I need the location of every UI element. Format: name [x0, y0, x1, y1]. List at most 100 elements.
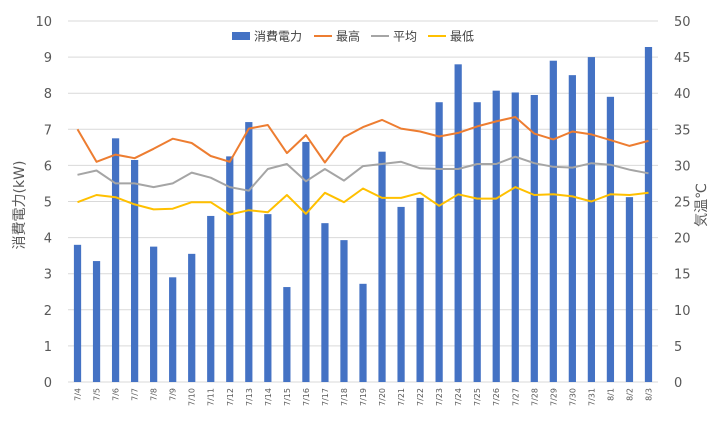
- x-tick-label: 7/23: [435, 388, 444, 406]
- y2-tick-label: 0: [674, 376, 682, 391]
- bar: [111, 138, 120, 382]
- x-tick-label: 7/17: [321, 388, 330, 406]
- y-axis-title-temperature: 気温℃: [694, 183, 710, 227]
- y-tick-label: 10: [35, 15, 52, 30]
- legend-label: 平均: [393, 30, 417, 44]
- bar: [245, 122, 253, 382]
- bar: [302, 141, 310, 382]
- legend-label: 最高: [336, 29, 360, 44]
- x-tick-label: 7/9: [169, 388, 178, 401]
- bar: [511, 92, 519, 382]
- x-tick-label: 7/26: [492, 388, 501, 406]
- bar: [92, 261, 101, 382]
- bar: [130, 159, 139, 382]
- y-axis-title-power: 消費電力(kW): [12, 161, 28, 250]
- y-tick-label: 8: [44, 87, 52, 102]
- y2-tick-label: 20: [674, 232, 691, 247]
- x-tick-label: 7/30: [568, 388, 577, 406]
- bar: [416, 197, 424, 382]
- y2-tick-label: 45: [674, 51, 691, 66]
- y-tick-label: 2: [44, 304, 52, 319]
- x-tick-label: 7/4: [74, 388, 83, 401]
- bar: [150, 246, 158, 382]
- bar: [568, 75, 576, 383]
- y2-tick-label: 40: [674, 87, 691, 102]
- y-tick-label: 4: [44, 232, 52, 247]
- x-tick-label: 8/1: [606, 388, 615, 401]
- gridlines: [68, 20, 658, 383]
- bar: [207, 215, 215, 382]
- y2-tick-label: 35: [674, 123, 691, 138]
- line-series-temperature: [76, 116, 649, 216]
- line-最高: [76, 116, 649, 164]
- x-tick-label: 7/20: [378, 388, 387, 406]
- y-tick-label: 9: [44, 51, 52, 66]
- y2-tick-label: 50: [674, 15, 691, 30]
- x-tick-label: 8/3: [644, 388, 653, 401]
- y-tick-label: 1: [44, 340, 52, 355]
- bar: [454, 64, 462, 382]
- x-tick-label: 7/13: [245, 388, 254, 406]
- y-tick-label: 5: [44, 196, 52, 211]
- bar: [397, 206, 405, 382]
- y-tick-label: 0: [44, 376, 52, 391]
- bar: [473, 102, 481, 382]
- line-平均: [77, 155, 649, 192]
- bar-series-power: [73, 46, 653, 383]
- bar: [549, 60, 557, 383]
- x-tick-label: 7/14: [264, 388, 273, 406]
- x-tick-label: 7/21: [397, 388, 406, 406]
- y-tick-label: 7: [44, 123, 52, 138]
- bar: [587, 57, 596, 382]
- y2-tick-label: 10: [674, 304, 691, 319]
- x-tick-label: 7/28: [530, 388, 539, 406]
- x-tick-label: 7/6: [112, 388, 121, 401]
- bar: [321, 223, 329, 382]
- x-tick-label: 7/24: [454, 388, 463, 406]
- y2-tick-label: 25: [674, 196, 691, 211]
- bar: [188, 253, 196, 382]
- bar: [378, 151, 386, 382]
- bar: [435, 102, 443, 382]
- legend-label: 最低: [450, 30, 474, 44]
- bar: [530, 95, 538, 382]
- x-tick-label: 7/12: [226, 388, 235, 406]
- x-tick-label: 7/7: [131, 388, 140, 401]
- bar: [264, 214, 272, 382]
- x-tick-label: 7/18: [340, 388, 349, 406]
- bar: [625, 197, 634, 382]
- y-tick-label: 3: [44, 268, 52, 283]
- x-tick-label: 7/29: [549, 388, 558, 406]
- bar: [340, 240, 348, 382]
- x-tick-label: 7/11: [207, 388, 216, 406]
- x-tick-label: 8/2: [625, 388, 634, 401]
- x-tick-label: 7/25: [473, 388, 482, 406]
- x-tick-label: 7/27: [511, 388, 520, 406]
- x-tick-label: 7/5: [93, 388, 102, 401]
- y2-tick-label: 30: [674, 159, 691, 174]
- bar: [226, 156, 234, 382]
- bar: [606, 96, 615, 382]
- bar: [283, 287, 291, 382]
- legend-label: 消費電力: [254, 29, 302, 44]
- x-tick-label: 7/19: [359, 388, 368, 406]
- y2-tick-label: 5: [674, 340, 682, 355]
- legend: 消費電力 最高 平均 最低: [232, 29, 474, 44]
- y2-tick-label: 15: [674, 268, 691, 283]
- bar: [169, 277, 177, 382]
- bar: [73, 244, 82, 382]
- x-tick-label: 7/8: [150, 388, 159, 401]
- line-最低: [77, 186, 649, 216]
- legend-swatch: [232, 32, 250, 40]
- x-tick-label: 7/31: [587, 388, 596, 406]
- x-tick-label: 7/22: [416, 388, 425, 406]
- x-tick-label: 7/10: [188, 388, 197, 406]
- bar: [359, 283, 367, 382]
- bar: [644, 46, 653, 382]
- x-tick-label: 7/15: [283, 388, 292, 406]
- x-tick-label: 7/16: [302, 388, 311, 406]
- bar: [492, 90, 500, 382]
